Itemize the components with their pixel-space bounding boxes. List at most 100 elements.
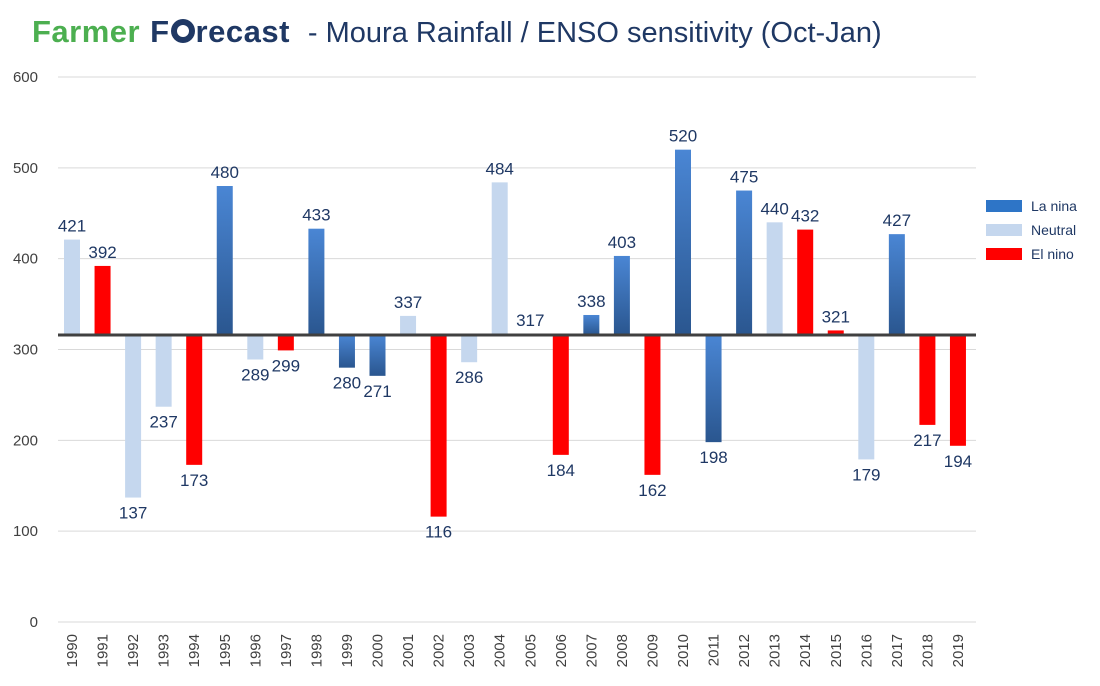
data-label-1994: 173 [180, 471, 208, 490]
x-tick-label-2004: 2004 [492, 634, 509, 667]
bar-2007 [583, 314, 600, 335]
data-label-1991: 392 [88, 243, 116, 262]
x-tick-label-1994: 1994 [186, 634, 203, 667]
bar-2019 [949, 334, 966, 446]
x-tick-label-1996: 1996 [247, 634, 264, 667]
bar-2017 [888, 234, 905, 335]
y-tick-label: 500 [13, 160, 38, 177]
bar-2000 [369, 334, 386, 376]
x-tick-label-2007: 2007 [583, 634, 600, 667]
bar-2006 [552, 334, 569, 455]
data-label-2011: 198 [699, 448, 727, 467]
bar-1997 [277, 334, 294, 351]
legend-swatch-la-nina [986, 200, 1022, 212]
data-label-1997: 299 [272, 356, 300, 375]
y-axis-ticks: 0 100 200 300 400 500 600 [13, 69, 38, 631]
data-label-2005: 317 [516, 311, 544, 330]
legend-label-neutral: Neutral [1031, 222, 1077, 238]
x-tick-label-1993: 1993 [156, 634, 173, 667]
x-tick-label-2003: 2003 [461, 634, 478, 667]
bar-2014 [797, 229, 814, 335]
y-tick-label: 300 [13, 342, 38, 359]
bar-1993 [155, 334, 172, 407]
bar-2008 [613, 255, 630, 335]
data-label-2004: 484 [486, 159, 514, 178]
legend-item-neutral: Neutral [986, 218, 1077, 242]
x-tick-label-2006: 2006 [553, 634, 570, 667]
x-tick-label-2018: 2018 [919, 634, 936, 667]
x-tick-label-2014: 2014 [797, 634, 814, 667]
x-tick-label-2008: 2008 [614, 634, 631, 667]
bar-2010 [675, 149, 691, 335]
x-tick-label-2019: 2019 [950, 634, 967, 667]
bar-2012 [736, 190, 753, 335]
bar-2015 [827, 330, 844, 335]
bar-2004 [491, 182, 508, 335]
x-tick-label-2016: 2016 [858, 634, 875, 667]
logo-forecast-rest: recast [195, 14, 290, 49]
legend-swatch-neutral [986, 224, 1022, 236]
globe-icon [170, 19, 195, 43]
data-label-2010: 520 [669, 127, 697, 146]
chart-title: - Moura Rainfall / ENSO sensitivity (Oct… [307, 17, 882, 49]
data-label-1992: 137 [119, 504, 147, 523]
data-label-2007: 338 [577, 292, 605, 311]
data-label-2001: 337 [394, 293, 422, 312]
y-tick-label: 100 [13, 523, 38, 540]
bar-1991 [94, 265, 111, 335]
legend: La nina Neutral El nino [986, 194, 1077, 266]
y-tick-label: 0 [30, 614, 38, 631]
y-tick-label: 600 [13, 69, 38, 86]
x-tick-label-2017: 2017 [889, 634, 906, 667]
bar-2011 [705, 334, 722, 443]
bar-1995 [216, 186, 233, 335]
y-tick-label: 200 [13, 432, 38, 449]
x-tick-label-1997: 1997 [278, 634, 295, 667]
data-label-2002: 116 [425, 523, 452, 542]
x-tick-label-2013: 2013 [767, 634, 784, 667]
x-tick-label-2002: 2002 [431, 634, 448, 667]
x-tick-label-1995: 1995 [217, 634, 234, 667]
x-tick-label-1998: 1998 [308, 634, 325, 667]
data-label-1999: 280 [333, 374, 361, 393]
data-label-2014: 432 [791, 207, 819, 226]
x-tick-label-2009: 2009 [644, 634, 661, 667]
x-tick-label-2001: 2001 [400, 634, 417, 667]
data-label-2009: 162 [638, 481, 666, 500]
x-tick-label-2000: 2000 [370, 634, 387, 667]
data-label-2003: 286 [455, 368, 483, 387]
y-tick-label: 400 [13, 251, 38, 268]
data-label-1998: 433 [302, 206, 330, 225]
x-tick-label-2005: 2005 [522, 634, 539, 667]
data-label-2000: 271 [363, 382, 391, 401]
bar-2002 [430, 334, 447, 517]
bar-2013 [766, 222, 783, 335]
bar-2018 [919, 334, 936, 425]
bar-2009 [644, 334, 661, 475]
x-tick-label-1999: 1999 [339, 634, 356, 667]
legend-label-la-nina: La nina [1031, 198, 1077, 214]
data-label-2017: 427 [883, 211, 911, 230]
legend-item-el-nino: El nino [986, 242, 1077, 266]
data-label-2013: 440 [760, 199, 788, 218]
bar-1990 [64, 239, 80, 335]
data-label-1996: 289 [241, 365, 269, 384]
x-axis-ticks: 1990 1991 1992 1993 1994 1995 1996 1997 1998 1999… [64, 634, 967, 667]
data-label-2019: 194 [944, 452, 972, 471]
x-tick-label-2011: 2011 [706, 634, 723, 666]
x-tick-label-1992: 1992 [125, 634, 142, 667]
bar-2003 [461, 334, 478, 363]
data-label-2006: 184 [547, 461, 575, 480]
x-tick-label-1991: 1991 [95, 634, 112, 667]
gridlines [58, 76, 976, 623]
bar-2016 [858, 334, 875, 460]
bar-1996 [247, 334, 264, 360]
data-label-1990: 421 [58, 217, 86, 236]
logo-forecast-f: F [150, 14, 170, 49]
legend-label-el-nino: El nino [1031, 246, 1074, 262]
data-label-1995: 480 [211, 163, 239, 182]
x-tick-label-2015: 2015 [828, 634, 845, 667]
